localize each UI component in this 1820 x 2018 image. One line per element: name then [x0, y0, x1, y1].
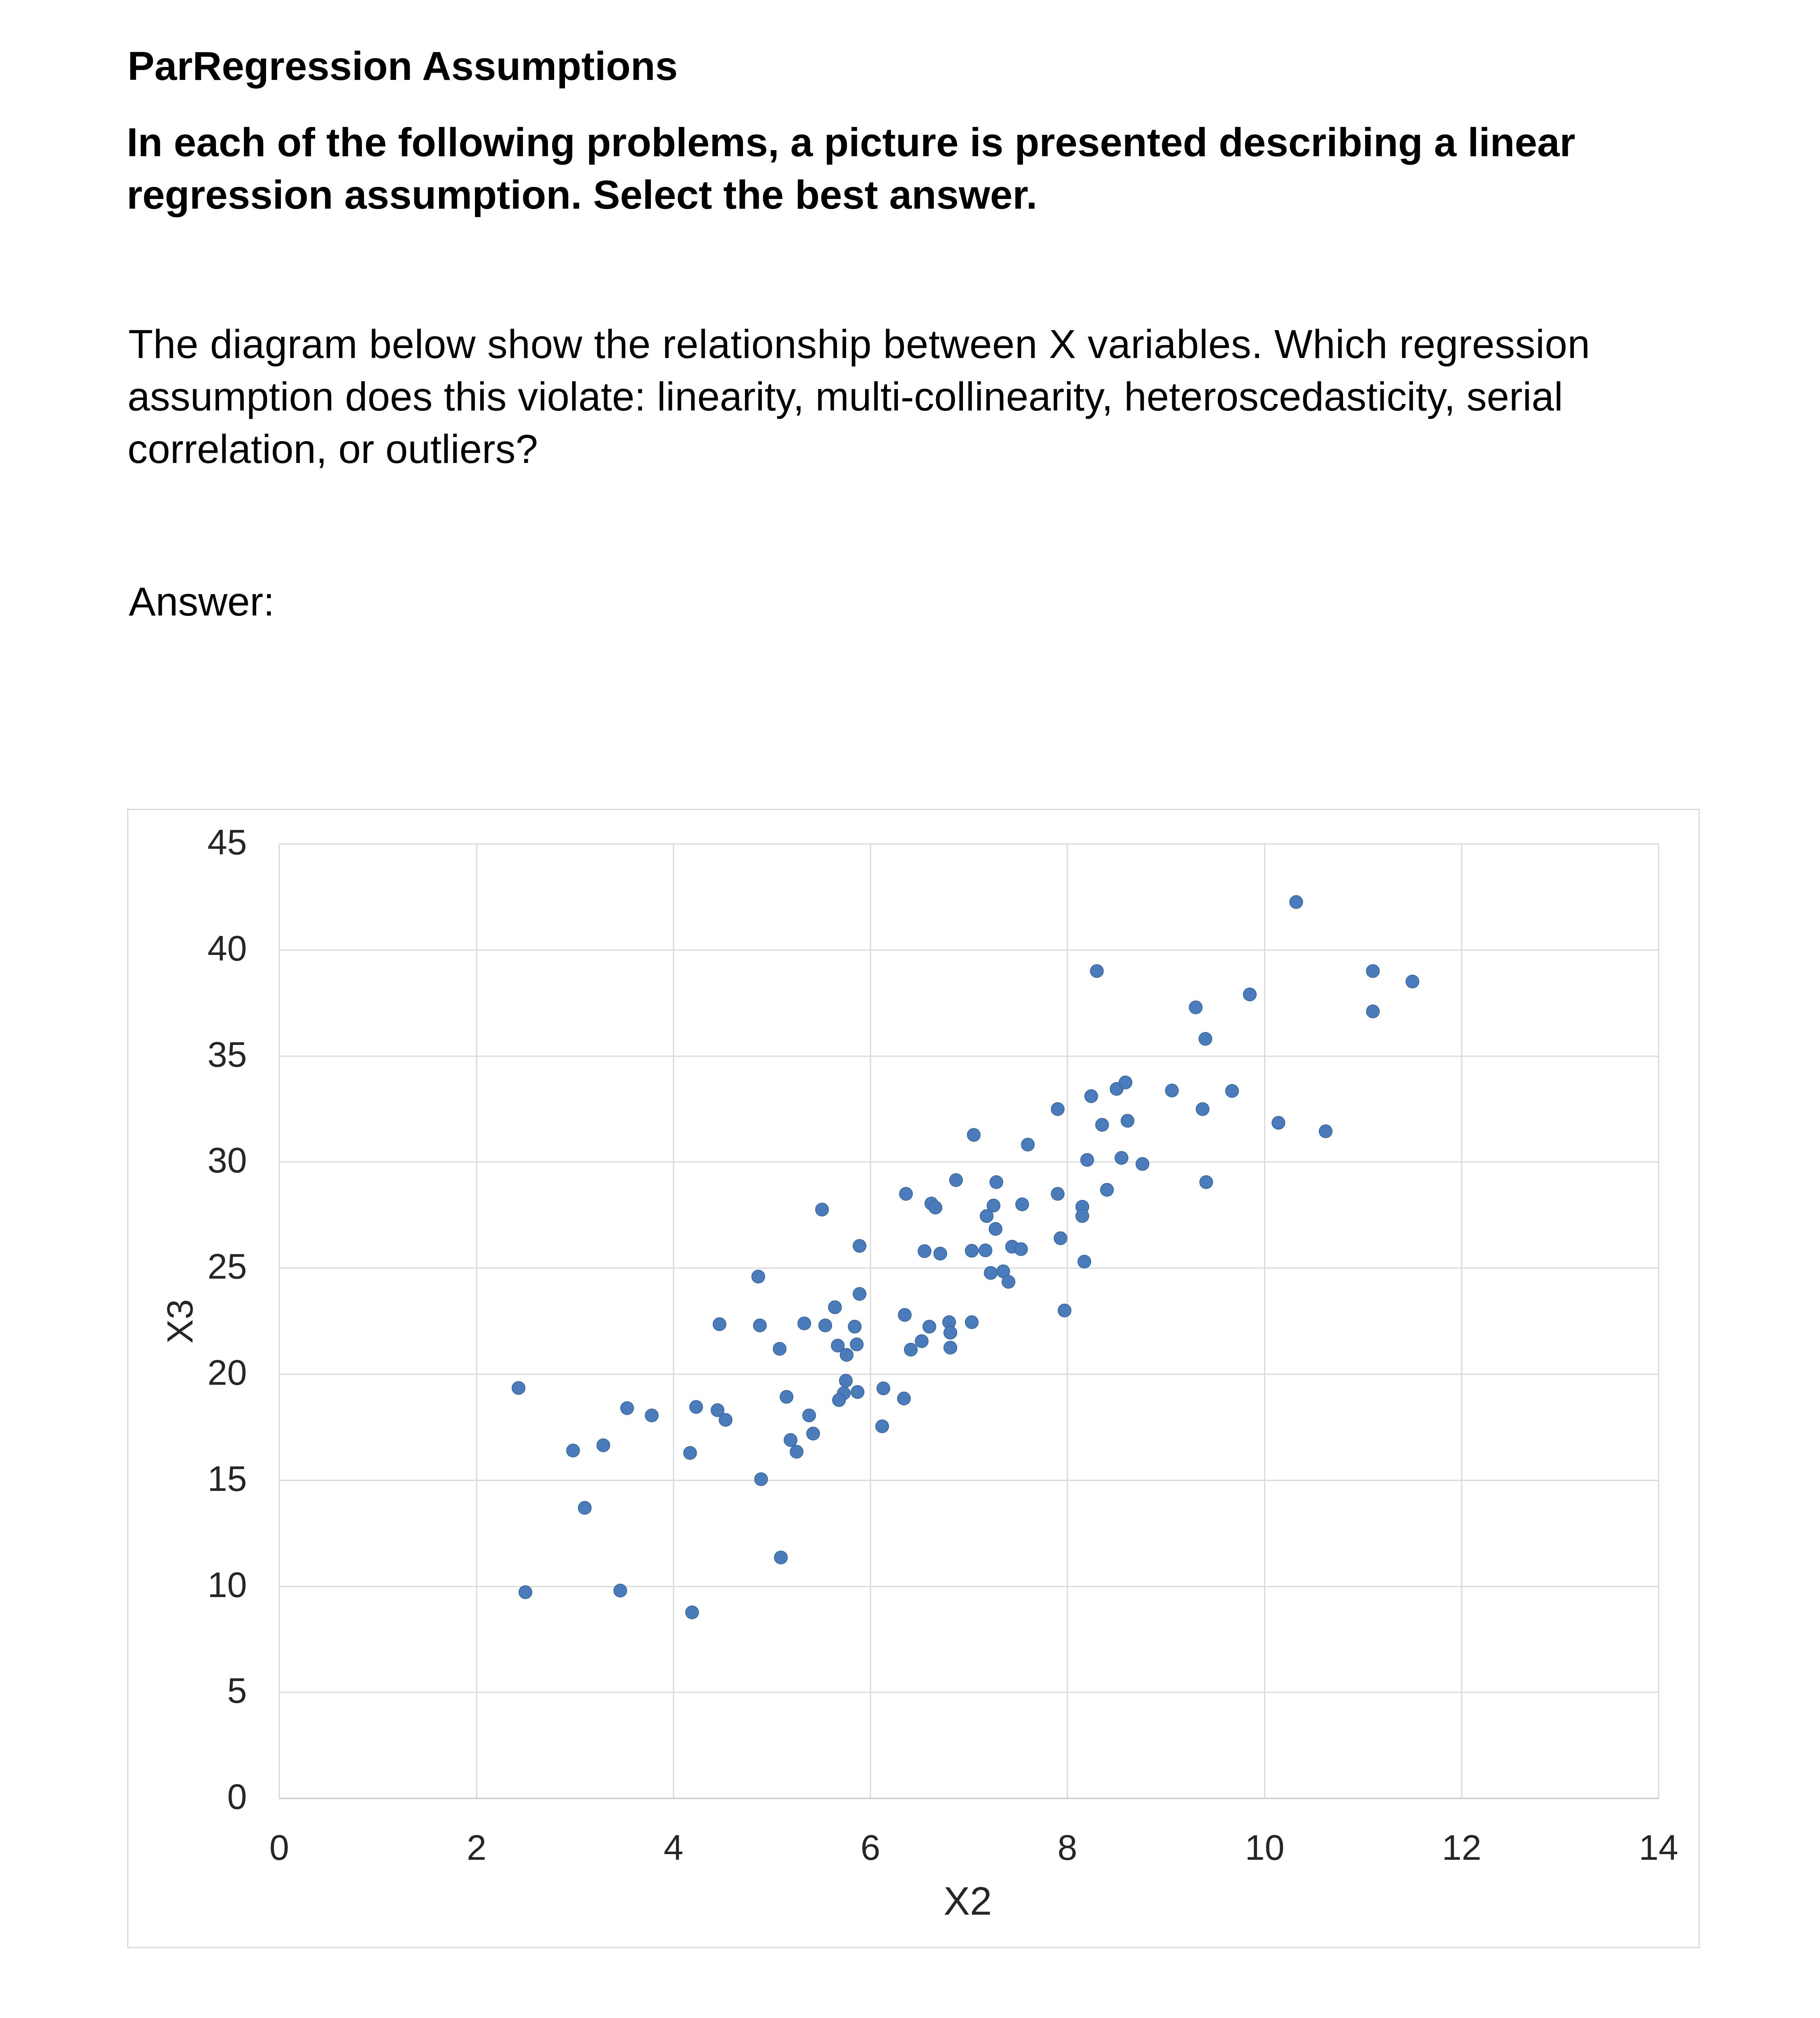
svg-text:20: 20	[207, 1352, 247, 1392]
svg-text:45: 45	[207, 822, 247, 862]
svg-text:25: 25	[207, 1246, 247, 1286]
svg-text:40: 40	[207, 928, 247, 968]
svg-text:X2: X2	[943, 1879, 992, 1923]
svg-text:5: 5	[227, 1671, 247, 1710]
svg-text:35: 35	[207, 1034, 247, 1074]
svg-text:4: 4	[664, 1828, 684, 1867]
svg-text:0: 0	[227, 1777, 247, 1817]
svg-text:X3: X3	[160, 1299, 201, 1344]
svg-text:10: 10	[1245, 1828, 1284, 1867]
svg-text:30: 30	[207, 1140, 247, 1180]
svg-text:14: 14	[1639, 1828, 1678, 1867]
svg-text:0: 0	[270, 1828, 289, 1867]
svg-text:12: 12	[1442, 1828, 1481, 1867]
svg-text:10: 10	[207, 1565, 247, 1605]
svg-text:8: 8	[1058, 1828, 1077, 1867]
svg-text:2: 2	[467, 1828, 487, 1867]
svg-text:15: 15	[207, 1459, 247, 1499]
svg-text:6: 6	[861, 1828, 881, 1867]
